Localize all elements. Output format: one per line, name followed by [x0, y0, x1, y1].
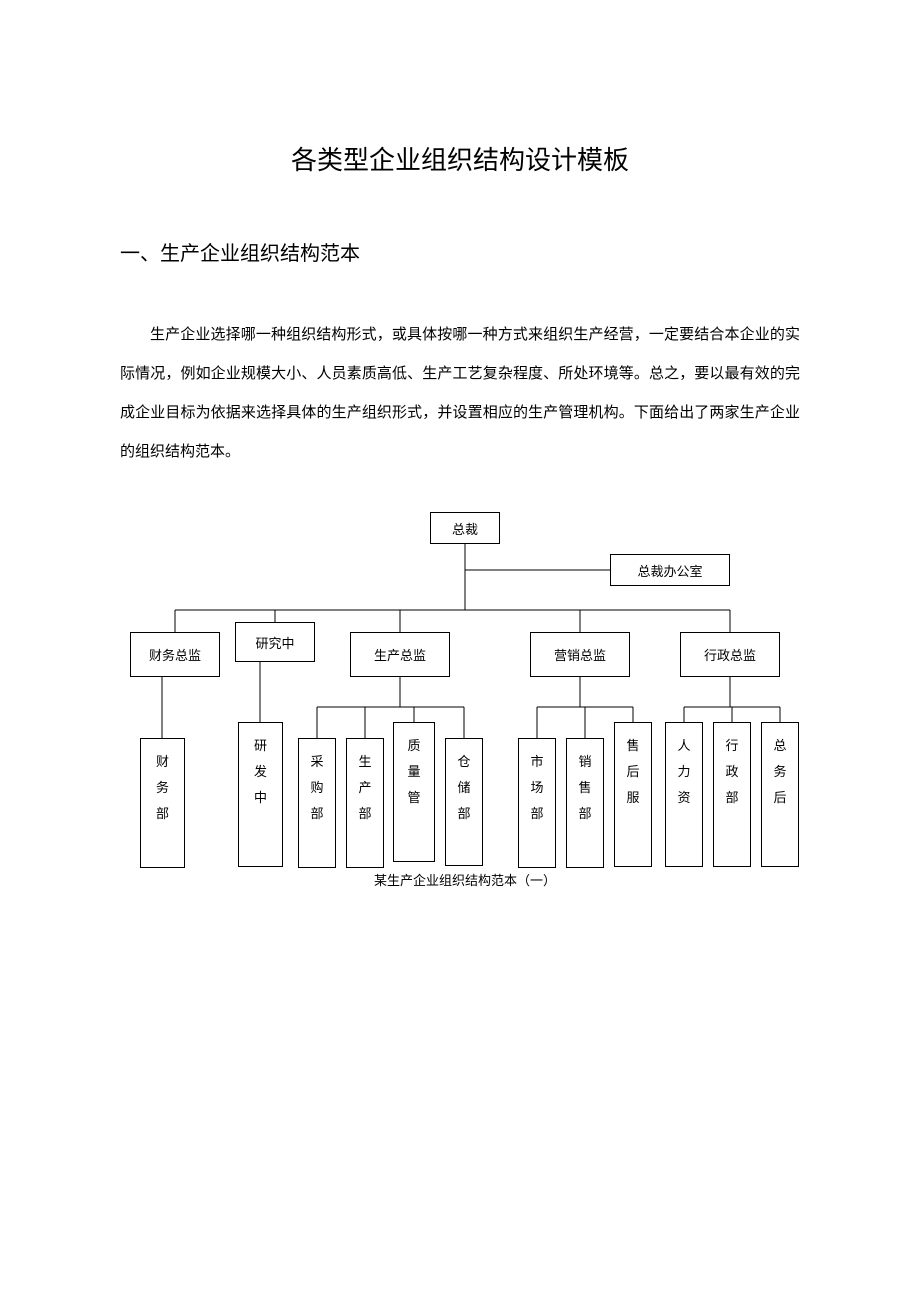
node-l2-admin: 行政总监 [680, 632, 780, 677]
node-l2-finance: 财务总监 [130, 632, 220, 677]
node-office: 总裁办公室 [610, 554, 730, 586]
page-title: 各类型企业组织结构设计模板 [120, 140, 800, 177]
node-l2-marketing: 营销总监 [530, 632, 630, 677]
node-l3-1: 财务部 [140, 738, 185, 868]
intro-paragraph: 生产企业选择哪一种组织结构形式，或具体按哪一种方式来组织生产经营，一定要结合本企… [120, 316, 800, 472]
node-l3-8: 销售部 [566, 738, 604, 868]
node-l3-5: 质量管 [393, 722, 435, 862]
node-l2-research: 研究中 [235, 622, 315, 662]
node-l3-12: 总务后 [761, 722, 799, 867]
node-l3-2: 研发中 [238, 722, 283, 867]
node-l2-production: 生产总监 [350, 632, 450, 677]
node-l3-9: 售后服 [614, 722, 652, 867]
chart-caption: 某生产企业组织结构范本（一） [320, 870, 610, 889]
section-heading: 一、生产企业组织结构范本 [120, 237, 800, 266]
node-l3-3: 采购部 [298, 738, 336, 868]
node-l3-11: 行政部 [713, 722, 751, 867]
node-l3-7: 市场部 [518, 738, 556, 868]
node-l3-4: 生产部 [346, 738, 384, 868]
org-chart: 总裁 总裁办公室 财务总监 研究中 生产总监 营销总监 行政总监 财务部 研发中… [120, 512, 810, 932]
node-root: 总裁 [430, 512, 500, 544]
node-l3-6: 仓储部 [445, 738, 483, 866]
node-l3-10: 人力资 [665, 722, 703, 867]
